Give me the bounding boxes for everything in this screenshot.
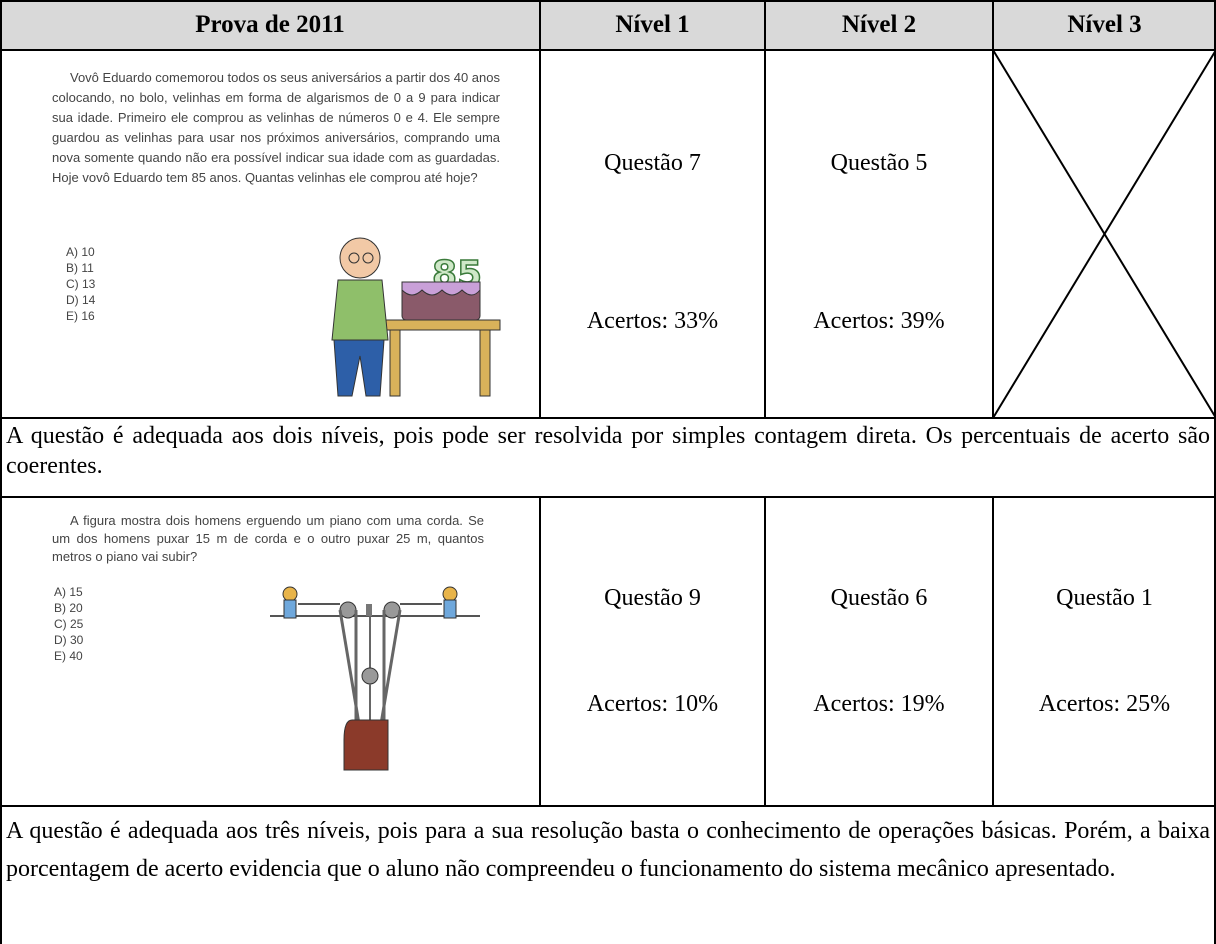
border	[992, 497, 994, 806]
border	[0, 0, 1216, 2]
option: B) 20	[54, 601, 83, 615]
question-number: Questão 1	[1056, 585, 1153, 611]
option: D) 30	[54, 633, 84, 647]
header-cell: Nível 3	[993, 0, 1216, 50]
question-number: Questão 5	[830, 150, 928, 176]
question-text: Vovô Eduardo comemorou todos os seus ani…	[52, 70, 500, 185]
border	[1214, 0, 1216, 944]
header-cell: Prova de 2011	[0, 0, 540, 50]
comment: A questão é adequada aos três níveis, po…	[6, 818, 1210, 882]
option: A) 10	[66, 245, 95, 259]
illustration-piano	[270, 586, 480, 771]
illustration-grandpa: 85	[331, 237, 501, 397]
border	[0, 805, 1216, 807]
question-number: Questão 9	[604, 585, 701, 611]
border	[764, 497, 766, 806]
hit-rate: Acertos: 25%	[1038, 691, 1171, 717]
question-number: Questão 7	[604, 150, 701, 176]
hit-rate: Acertos: 19%	[813, 691, 945, 717]
option: C) 13	[66, 277, 96, 291]
option: E) 40	[54, 649, 83, 663]
border	[0, 49, 1216, 51]
header-cell: Nível 1	[540, 0, 765, 50]
not-applicable-cross	[993, 50, 1216, 418]
border	[0, 0, 2, 944]
option: D) 14	[66, 293, 96, 307]
header-cell: Nível 2	[765, 0, 993, 50]
comment: A questão é adequada aos dois níveis, po…	[6, 423, 1210, 479]
option: E) 16	[66, 309, 95, 323]
option: B) 11	[66, 261, 94, 275]
border	[539, 497, 541, 806]
hit-rate: Acertos: 33%	[586, 308, 719, 334]
options: A) 15 B) 20 C) 25 D) 30 E) 40	[54, 584, 83, 664]
border	[992, 0, 994, 418]
border	[539, 0, 541, 418]
options: A) 10 B) 11 C) 13 D) 14 E) 16	[66, 244, 95, 324]
hit-rate: Acertos: 10%	[586, 691, 719, 717]
border	[0, 496, 1216, 498]
option: C) 25	[54, 617, 84, 631]
border	[0, 417, 1216, 419]
border	[764, 0, 766, 418]
option: A) 15	[54, 585, 83, 599]
question-number: Questão 6	[830, 585, 928, 611]
hit-rate: Acertos: 39%	[813, 308, 945, 334]
question-text: A figura mostra dois homens erguendo um …	[52, 513, 484, 564]
